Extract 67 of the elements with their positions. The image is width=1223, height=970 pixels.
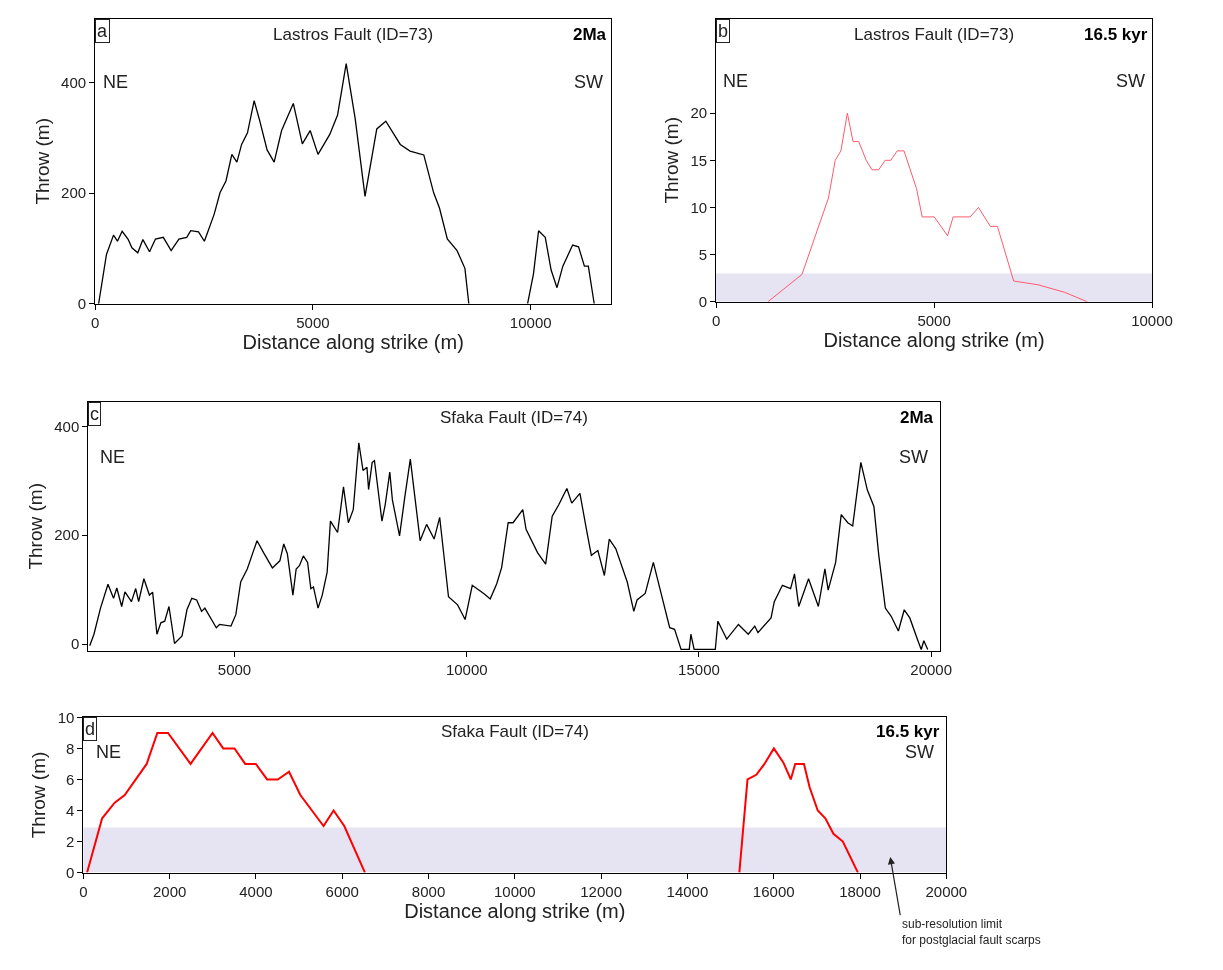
line-series	[767, 112, 1088, 302]
y-tick-label: 10	[690, 198, 708, 216]
y-tick-label: 2	[66, 832, 75, 850]
y-tick-label: 15	[690, 151, 708, 169]
y-tick-label: 400	[61, 73, 87, 91]
x-tick-label: 16000	[752, 882, 795, 900]
x-tick-label: 10000	[1131, 311, 1173, 329]
x-tick-label: 10000	[445, 660, 488, 678]
y-axis-title: Throw (m)	[28, 751, 50, 839]
x-tick-label: 5000	[917, 311, 951, 329]
x-tick-label: 0	[90, 313, 100, 331]
x-tick-label: 10000	[509, 313, 552, 331]
x-tick-label: 18000	[839, 882, 881, 900]
x-tick-label: 15000	[678, 660, 720, 678]
annotation: NE	[103, 72, 129, 92]
y-tick-label: 0	[70, 635, 80, 653]
annotation: 16.5 kyr	[1084, 25, 1148, 44]
x-axis-title: Distance along strike (m)	[242, 330, 464, 353]
annotation: 16.5 kyr	[876, 722, 940, 741]
y-tick-label: 0	[77, 294, 87, 312]
y-tick-label: 10	[57, 708, 75, 726]
annotation: NE	[100, 447, 126, 467]
y-tick-label: 8	[66, 739, 75, 757]
y-tick-label: 200	[61, 184, 87, 202]
chart-title: Sfaka Fault (ID=74)	[440, 408, 588, 427]
x-tick-label: 14000	[666, 882, 709, 900]
y-axis-title: Throw (m)	[661, 117, 683, 204]
y-tick-label: 4	[66, 801, 75, 819]
x-tick-label: 5000	[217, 660, 252, 678]
y-tick-label: 5	[698, 245, 708, 263]
annotation: 2Ma	[573, 25, 607, 44]
y-tick-label: 0	[66, 863, 75, 881]
x-tick-label: 20000	[910, 660, 953, 678]
annotation: NE	[723, 71, 749, 91]
y-tick-label: 0	[698, 293, 708, 311]
annotation: c	[90, 404, 99, 424]
x-axis-title: Distance along strike (m)	[823, 328, 1045, 351]
y-axis-title: Throw (m)	[31, 118, 53, 205]
annotation: SW	[905, 742, 935, 762]
annotation: b	[718, 21, 729, 41]
annotation: d	[85, 719, 96, 739]
x-tick-label: 0	[711, 311, 721, 329]
annotation: SW	[1116, 71, 1146, 91]
x-tick-label: 6000	[325, 882, 359, 900]
x-tick-label: 10000	[493, 882, 536, 900]
chart-title: Lastros Fault (ID=73)	[854, 25, 1015, 44]
y-axis-title: Throw (m)	[25, 482, 47, 570]
x-tick-label: 4000	[239, 882, 273, 900]
chart-title: Lastros Fault (ID=73)	[273, 25, 434, 44]
x-tick-label: 2000	[152, 882, 187, 900]
y-tick-label: 200	[54, 526, 80, 544]
line-series	[738, 747, 859, 873]
y-tick-label: 6	[66, 770, 75, 788]
x-tick-label: 8000	[411, 882, 446, 900]
y-tick-label: 20	[690, 104, 708, 122]
annotation: 2Ma	[900, 408, 934, 427]
x-tick-label: 5000	[296, 313, 330, 331]
x-axis-title: Distance along strike (m)	[404, 899, 626, 922]
y-tick-label: 400	[54, 417, 80, 435]
annotation: NE	[96, 742, 122, 762]
x-tick-label: 20000	[925, 882, 968, 900]
x-tick-label: 12000	[580, 882, 622, 900]
annotation: SW	[899, 447, 929, 467]
chart-title: Sfaka Fault (ID=74)	[441, 722, 589, 741]
annotation: a	[97, 21, 108, 41]
annotation: SW	[574, 72, 604, 92]
text: sub-resolution limit for postglacial fault scarps	[902, 917, 1041, 947]
